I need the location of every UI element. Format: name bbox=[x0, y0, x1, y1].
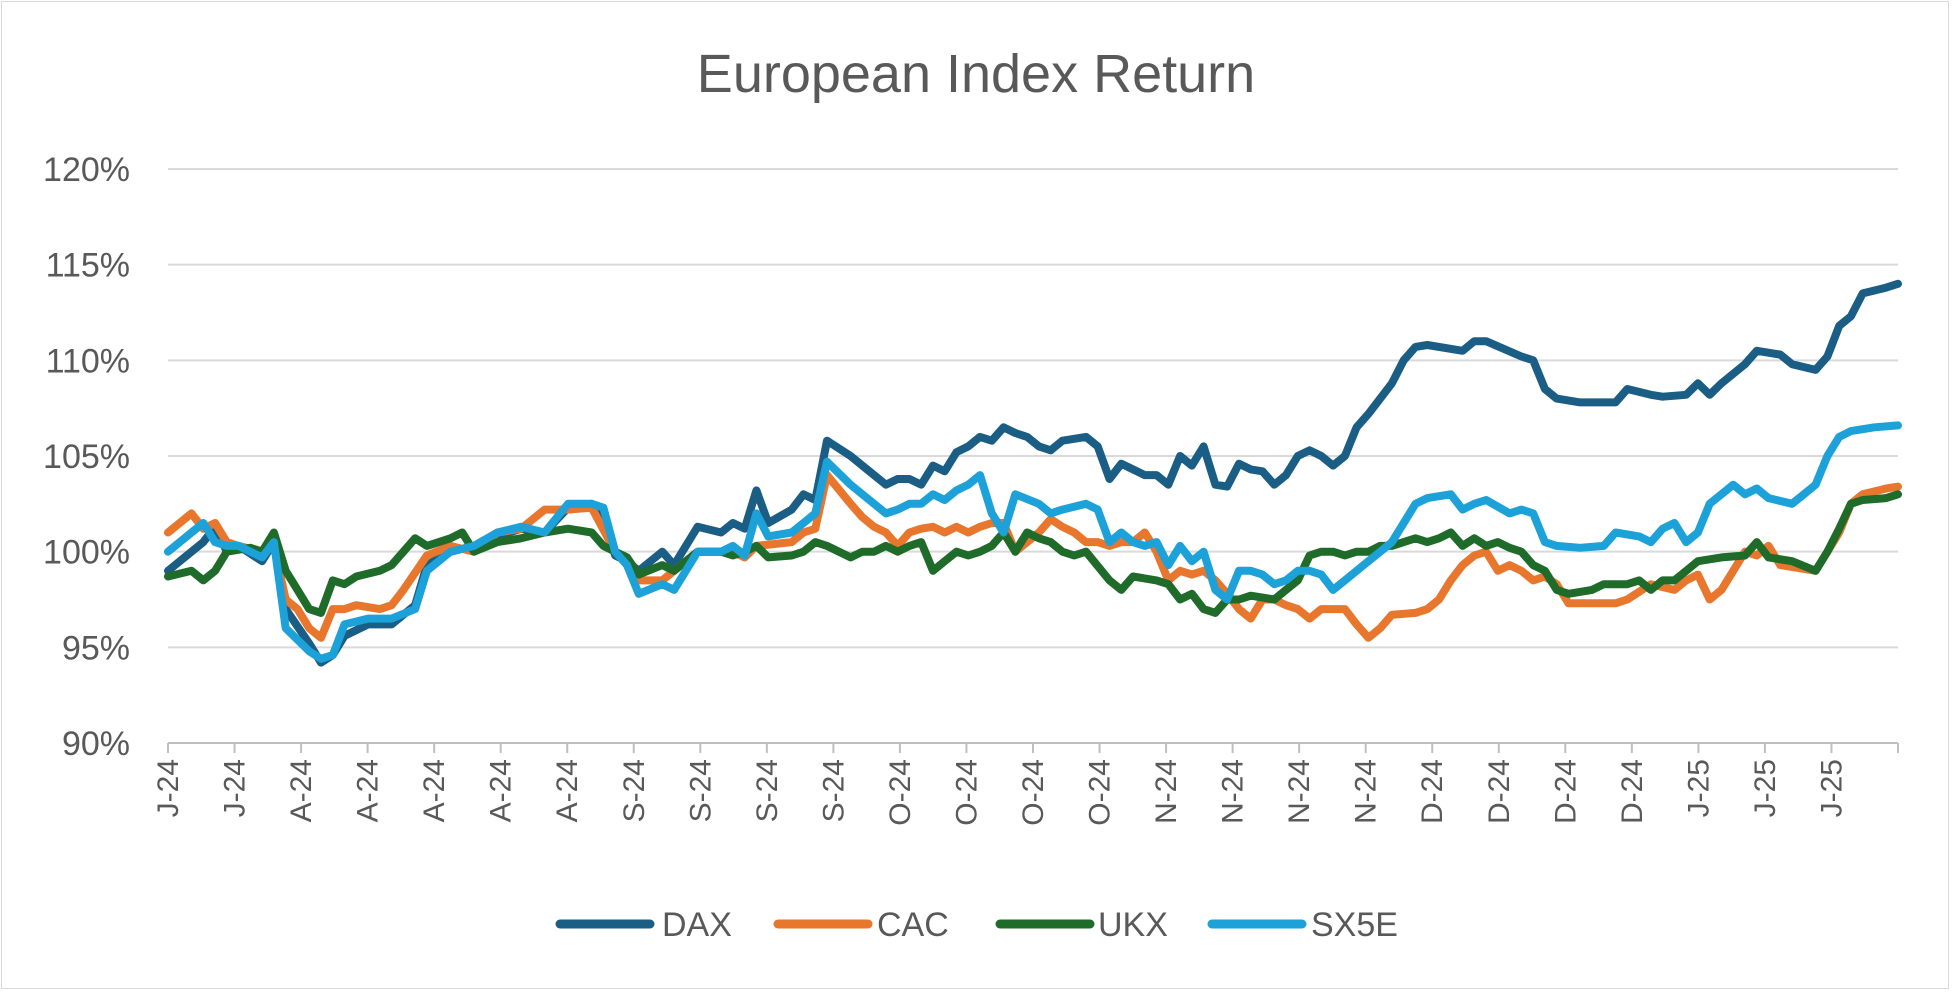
y-tick-label: 115% bbox=[46, 247, 130, 285]
x-tick-label: S-24 bbox=[618, 759, 651, 822]
x-tick-label: D-24 bbox=[1416, 759, 1449, 824]
series-line-sx5e bbox=[164, 421, 1902, 663]
x-tick-label: N-24 bbox=[1150, 759, 1183, 824]
y-tick-label: 95% bbox=[62, 629, 130, 667]
x-tick-label: S-24 bbox=[751, 759, 784, 822]
x-axis: J-24 J-24 A-24 A-24 A-24 A-24 A-24 S-24 S-24 S-24… bbox=[152, 742, 1899, 826]
x-tick-label: J-24 bbox=[219, 759, 252, 817]
x-tick-label: A-24 bbox=[418, 759, 451, 822]
x-tick-label: A-24 bbox=[352, 759, 385, 822]
x-tick-label: N-24 bbox=[1217, 759, 1250, 824]
x-tick-label: A-24 bbox=[485, 759, 518, 822]
legend-label-ukx: UKX bbox=[1098, 906, 1168, 944]
x-tick-label: N-24 bbox=[1350, 759, 1383, 824]
x-tick-label: S-24 bbox=[817, 759, 850, 822]
legend-label-cac: CAC bbox=[877, 906, 949, 944]
x-tick-label: D-24 bbox=[1483, 759, 1516, 824]
y-tick-label: 90% bbox=[62, 725, 130, 763]
x-tick-label: A-24 bbox=[551, 759, 584, 822]
y-tick-label: 110% bbox=[46, 342, 130, 380]
x-tick-label: O-24 bbox=[1084, 759, 1117, 826]
y-tick-label: 120% bbox=[43, 151, 130, 189]
x-tick-label: S-24 bbox=[684, 759, 717, 822]
series-line-ukx bbox=[164, 490, 1902, 617]
chart-title: European Index Return bbox=[697, 44, 1255, 104]
x-tick-label: O-24 bbox=[950, 759, 983, 826]
y-tick-label: 100% bbox=[43, 534, 130, 572]
x-tick-label: J-25 bbox=[1749, 759, 1782, 817]
x-tick-label: J-24 bbox=[152, 759, 185, 817]
y-axis-ticks: 90% 95% 100% 105% 110% 115% 120% bbox=[43, 151, 130, 763]
series-line-dax bbox=[164, 279, 1902, 667]
x-tick-label: N-24 bbox=[1283, 759, 1316, 824]
x-tick-label: J-25 bbox=[1815, 759, 1848, 817]
y-tick-label: 105% bbox=[43, 438, 130, 476]
x-tick-label: D-24 bbox=[1549, 759, 1582, 824]
legend-label-sx5e: SX5E bbox=[1311, 906, 1398, 944]
series-lines bbox=[164, 279, 1902, 667]
legend-label-dax: DAX bbox=[662, 906, 732, 944]
x-tick-label: A-24 bbox=[285, 759, 318, 822]
x-tick-label: O-24 bbox=[884, 759, 917, 826]
legend: DAX CAC UKX SX5E bbox=[555, 906, 1398, 944]
x-tick-label: J-25 bbox=[1682, 759, 1715, 817]
x-tick-label: O-24 bbox=[1017, 759, 1050, 826]
x-tick-label: D-24 bbox=[1616, 759, 1649, 824]
